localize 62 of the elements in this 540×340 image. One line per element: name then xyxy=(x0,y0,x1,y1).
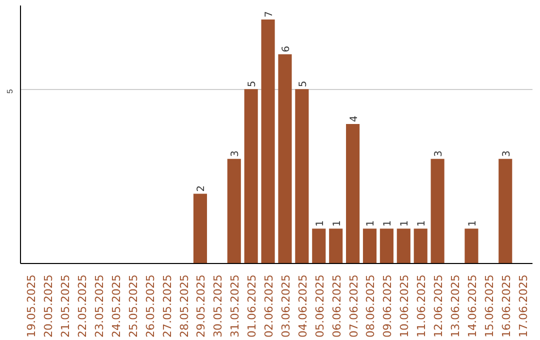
data-label: 3 xyxy=(501,150,512,157)
x-tick-label: 11.06.2025 xyxy=(415,274,428,338)
bar xyxy=(380,228,394,264)
x-tick-label: 17.06.2025 xyxy=(516,274,530,338)
x-tick-label: 12.06.2025 xyxy=(432,274,446,338)
data-label: 4 xyxy=(348,116,360,122)
bar xyxy=(430,158,444,264)
bar xyxy=(244,89,258,264)
x-tick-label: 23.05.2025 xyxy=(92,274,106,338)
x-tick-label: 10.06.2025 xyxy=(398,274,412,338)
x-tick-label: 13.06.2025 xyxy=(449,274,462,338)
bar xyxy=(278,54,292,264)
x-tick-label: 04.06.2025 xyxy=(296,274,310,338)
x-tick-label: 03.06.2025 xyxy=(279,274,292,338)
data-label: 1 xyxy=(416,220,428,227)
x-tick-label: 06.06.2025 xyxy=(330,274,344,338)
data-label: 1 xyxy=(314,220,326,227)
x-tick-label: 20.05.2025 xyxy=(42,274,56,338)
x-tick-label: 24.05.2025 xyxy=(110,274,123,338)
bar xyxy=(312,228,326,264)
x-tick-label: 05.06.2025 xyxy=(313,274,326,338)
bar xyxy=(295,89,309,264)
data-label: 1 xyxy=(366,220,377,227)
bar xyxy=(329,228,343,264)
x-tick-label: 30.05.2025 xyxy=(212,274,225,338)
x-tick-label: 16.06.2025 xyxy=(500,274,513,338)
data-label: 1 xyxy=(467,220,478,227)
x-tick-label: 01.06.2025 xyxy=(246,274,259,338)
bar xyxy=(362,228,377,264)
data-label: 3 xyxy=(434,150,445,157)
x-tick-label: 22.05.2025 xyxy=(76,274,90,338)
x-tick-label: 15.06.2025 xyxy=(482,274,496,338)
bar xyxy=(346,124,360,264)
x-tick-label: 29.05.2025 xyxy=(194,274,208,338)
x-tick-label: 19.05.2025 xyxy=(25,274,38,338)
data-label: 7 xyxy=(264,11,276,18)
x-tick-label: 25.05.2025 xyxy=(126,274,140,338)
data-label: 1 xyxy=(332,220,343,227)
data-label: 1 xyxy=(400,220,411,227)
data-label: 3 xyxy=(230,150,242,157)
x-tick-label: 02.06.2025 xyxy=(262,274,276,338)
bar xyxy=(464,228,478,264)
bar xyxy=(498,158,512,264)
x-tick-label: 31.05.2025 xyxy=(228,274,242,338)
x-tick-label: 14.06.2025 xyxy=(466,274,479,338)
data-label: 5 xyxy=(298,80,309,88)
x-tick-label: 26.05.2025 xyxy=(144,274,157,338)
bar xyxy=(414,228,428,264)
bar xyxy=(227,158,241,264)
bar xyxy=(261,19,275,264)
data-label: 2 xyxy=(196,185,208,192)
data-label: 1 xyxy=(382,220,394,227)
x-tick-label: 21.05.2025 xyxy=(59,274,72,338)
x-tick-label: 07.06.2025 xyxy=(347,274,360,338)
data-label: 5 xyxy=(247,80,258,88)
x-tick-label: 08.06.2025 xyxy=(364,274,378,338)
x-tick-label: 28.05.2025 xyxy=(178,274,191,338)
x-tick-label: 09.06.2025 xyxy=(381,274,394,338)
data-label: 6 xyxy=(280,46,292,52)
x-tick-label: 27.05.2025 xyxy=(160,274,174,338)
bar xyxy=(193,194,207,264)
bar xyxy=(396,228,410,264)
